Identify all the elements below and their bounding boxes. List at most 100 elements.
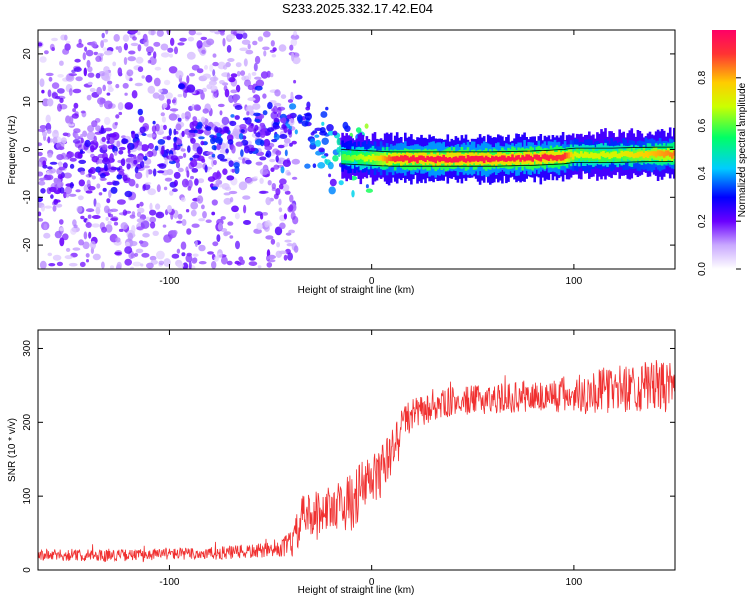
noise-blob	[284, 239, 292, 243]
noise-blob	[47, 89, 52, 98]
ridge-cell	[567, 152, 571, 159]
noise-blob	[130, 266, 134, 269]
noise-blob	[73, 224, 78, 228]
ridge-cell	[391, 156, 395, 162]
ridge-cell	[341, 154, 344, 161]
spread-blob	[78, 159, 87, 164]
noise-blob	[181, 252, 186, 257]
ridge-cell	[436, 155, 439, 161]
x-tick-label: 0	[369, 276, 375, 287]
noise-blob	[155, 211, 165, 219]
y-tick-label: -20	[22, 237, 33, 252]
ridge-cell	[446, 151, 450, 165]
noise-blob	[213, 159, 217, 166]
noise-blob	[263, 138, 271, 148]
noise-blob	[52, 205, 57, 212]
noise-blob	[181, 112, 186, 119]
noise-blob	[135, 56, 144, 64]
noise-blob	[83, 231, 88, 240]
noise-blob	[174, 46, 178, 55]
spread-blob	[351, 190, 355, 198]
noise-blob	[115, 114, 120, 119]
spread-blob	[157, 170, 165, 174]
noise-blob	[209, 76, 219, 82]
spread-blob	[192, 154, 200, 159]
spread-blob	[104, 127, 113, 132]
noise-blob	[247, 97, 256, 102]
noise-blob	[69, 115, 74, 125]
noise-blob	[260, 71, 269, 79]
colorbar-tick-label: 0.8	[697, 70, 708, 84]
noise-blob	[211, 211, 216, 216]
noise-blob	[197, 187, 202, 194]
noise-blob	[141, 75, 145, 79]
spread-blob	[326, 124, 334, 132]
snr-panel: -100 0 100 0 100 200 300 Height of straight l…	[7, 329, 676, 596]
noise-blob	[228, 77, 236, 83]
snr-y-ticks: 0 100 200 300	[22, 340, 675, 573]
spread-blob	[118, 150, 124, 155]
noise-blob	[156, 30, 164, 37]
noise-blob	[66, 40, 71, 44]
noise-blob	[254, 76, 262, 80]
noise-blob	[269, 158, 276, 163]
ridge-cell	[355, 155, 359, 161]
ridge-cell	[400, 155, 403, 162]
noise-blob	[43, 232, 51, 239]
spread-blob	[235, 141, 244, 147]
noise-blob	[110, 217, 118, 221]
ridge-cell	[381, 155, 385, 162]
spread-blob	[89, 167, 96, 174]
noise-blob	[150, 221, 156, 229]
noise-blob	[194, 240, 198, 248]
noise-blob	[160, 43, 169, 51]
ridge-cell	[634, 153, 638, 158]
ridge-cell	[521, 155, 524, 160]
noise-blob	[57, 74, 64, 78]
spread-blob	[100, 177, 107, 181]
noise-blob	[117, 67, 123, 76]
noise-blob	[290, 211, 296, 220]
noise-blob	[142, 184, 146, 192]
ridge-cell	[359, 153, 363, 159]
spread-blob	[215, 127, 223, 134]
noise-blob	[142, 165, 150, 169]
noise-blob	[169, 190, 174, 196]
noise-blob	[135, 248, 144, 254]
noise-blob	[142, 233, 150, 238]
ridge-cell	[632, 153, 636, 159]
noise-blob	[239, 47, 248, 52]
noise-blob	[96, 86, 103, 95]
noise-blob	[86, 59, 91, 68]
noise-blob	[117, 102, 124, 111]
noise-blob	[114, 121, 118, 126]
spread-blob	[275, 150, 282, 156]
noise-blob	[39, 56, 47, 63]
noise-blob	[158, 94, 165, 101]
colorbar-tick-label: 0.6	[697, 118, 708, 132]
noise-blob	[287, 252, 293, 261]
spread-blob	[106, 181, 114, 186]
ridge-cell	[565, 152, 569, 159]
noise-blob	[182, 262, 189, 269]
ridge-cell	[571, 153, 575, 160]
noise-blob	[274, 226, 283, 236]
noise-blob	[234, 115, 240, 120]
noise-blob	[214, 31, 221, 35]
spread-blob	[69, 182, 74, 189]
ridge-cell	[406, 155, 409, 161]
ridge-cell	[369, 155, 373, 163]
ridge-cell	[446, 157, 450, 163]
spread-blob	[289, 103, 297, 110]
spread-blob	[126, 163, 131, 170]
noise-blob	[63, 172, 72, 179]
noise-blob	[242, 195, 251, 200]
noise-blob	[145, 169, 149, 178]
noise-blob	[75, 189, 81, 193]
noise-blob	[234, 260, 241, 265]
spread-blob	[80, 137, 84, 144]
spread-blob	[271, 108, 276, 112]
spread-blob	[134, 166, 139, 174]
noise-blob	[219, 80, 225, 85]
ridge-cell	[454, 156, 458, 163]
